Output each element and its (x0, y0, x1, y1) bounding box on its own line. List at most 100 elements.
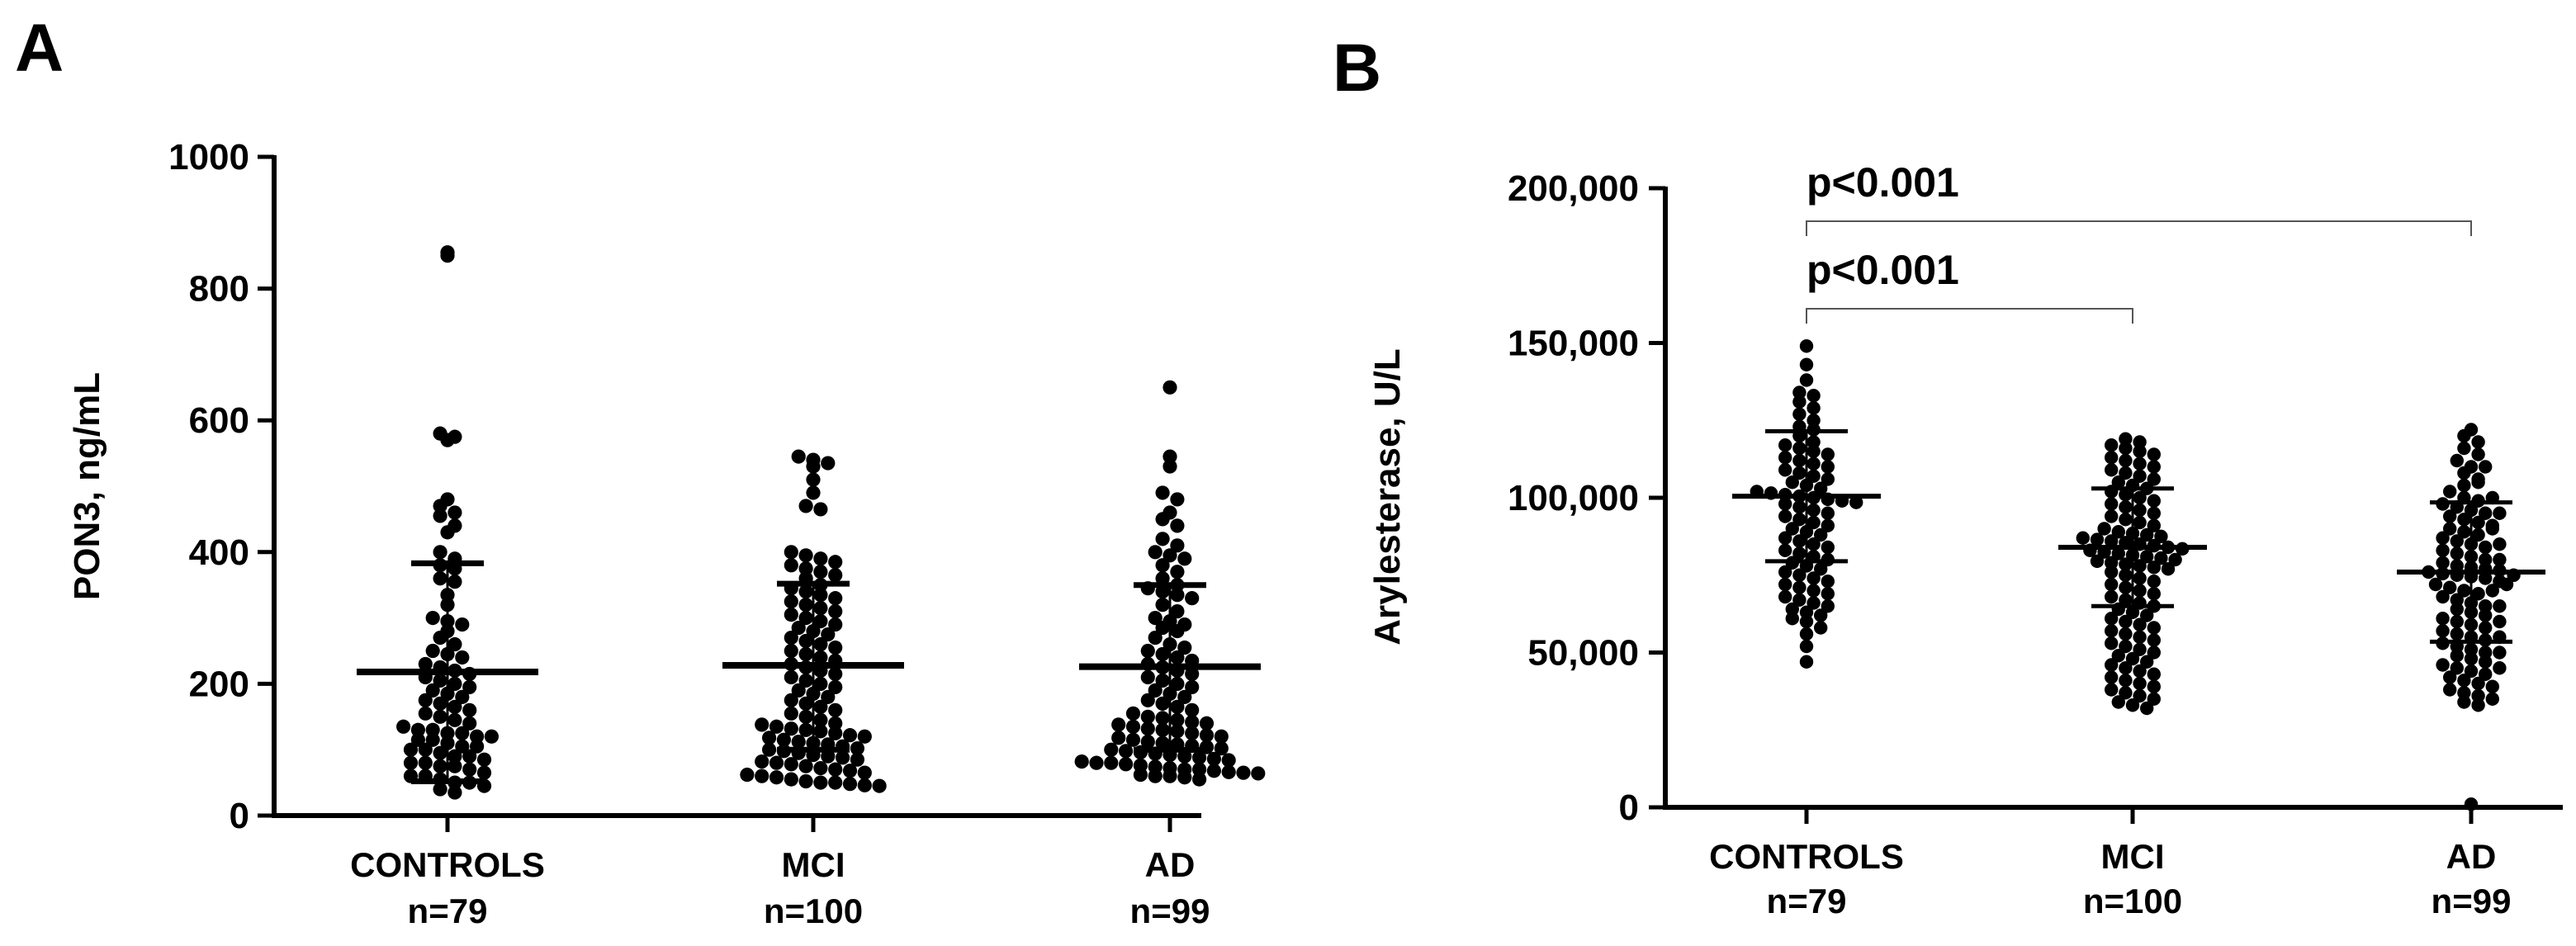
data-point (2147, 506, 2161, 520)
data-point (447, 505, 462, 520)
data-point (1155, 532, 1170, 546)
data-point (1785, 522, 1799, 536)
data-point (2147, 575, 2161, 589)
data-point (821, 627, 836, 642)
data-point (2119, 557, 2133, 571)
data-point (2105, 509, 2119, 523)
data-point (2471, 676, 2485, 691)
data-point (2428, 577, 2443, 592)
data-point (2457, 674, 2471, 688)
data-point (1170, 518, 1185, 533)
data-point (1792, 395, 1807, 409)
data-point (813, 551, 828, 566)
data-point (798, 709, 813, 724)
data-point (1192, 772, 1207, 787)
data-point (2105, 624, 2119, 638)
data-point (1170, 699, 1185, 714)
data-point (1140, 709, 1155, 724)
data-point (2471, 435, 2485, 449)
data-point (784, 558, 798, 573)
data-point (1170, 565, 1185, 579)
data-point (1799, 357, 1814, 371)
data-point (1125, 719, 1141, 734)
data-point (2479, 460, 2493, 474)
data-point (755, 754, 769, 769)
data-point (425, 611, 440, 626)
data-point (2457, 478, 2471, 493)
data-point (1799, 605, 1814, 619)
data-point (1792, 513, 1807, 527)
data-point (813, 724, 828, 739)
data-point (1807, 456, 1821, 471)
data-point (1807, 444, 1821, 458)
data-point (2457, 584, 2471, 598)
data-point (755, 769, 769, 783)
data-point (440, 433, 455, 447)
y-tick-label: 200 (189, 664, 249, 704)
data-point (1778, 543, 1792, 557)
data-point (1074, 754, 1089, 769)
x-n-label: n=99 (2432, 882, 2512, 920)
data-point (425, 732, 440, 747)
y-tick-label: 0 (1619, 788, 1639, 828)
data-point (1778, 565, 1792, 579)
data-point (821, 456, 836, 471)
data-point (813, 775, 828, 790)
data-point (769, 755, 784, 770)
data-point (1821, 447, 1835, 461)
data-point (2471, 527, 2485, 542)
data-point (813, 613, 828, 629)
data-point (1155, 722, 1170, 737)
data-point (1199, 728, 1215, 743)
data-point (2485, 522, 2499, 536)
data-point (476, 752, 492, 767)
data-point (418, 755, 433, 770)
data-point (2133, 469, 2147, 483)
data-point (1163, 459, 1177, 474)
data-point (1163, 449, 1177, 464)
data-point (1821, 540, 1835, 555)
data-point (1821, 506, 1835, 520)
data-point (462, 716, 477, 731)
data-point (2119, 488, 2133, 502)
data-point (2450, 453, 2464, 468)
x-category-label: AD (2446, 837, 2497, 876)
data-point (1814, 481, 1828, 495)
data-point (2479, 552, 2493, 567)
data-point (1807, 596, 1821, 610)
data-point (1170, 650, 1185, 665)
data-point (418, 656, 433, 672)
data-point (850, 752, 864, 767)
data-point (1799, 373, 1814, 387)
panel-a-label: A (15, 11, 64, 86)
data-point (2436, 556, 2450, 570)
data-point (2436, 624, 2450, 638)
data-point (1111, 731, 1126, 745)
data-point (1785, 475, 1799, 490)
data-point (1821, 587, 1835, 601)
y-tick-label: 100,000 (1508, 478, 1639, 518)
data-point (828, 555, 843, 570)
data-point (2076, 531, 2090, 545)
data-point (813, 636, 828, 652)
data-point (1799, 627, 1814, 641)
data-point (2471, 587, 2485, 601)
data-point (798, 759, 813, 773)
data-point (1792, 534, 1807, 548)
data-point (2105, 438, 2119, 452)
data-point (2479, 506, 2493, 520)
data-point (433, 696, 447, 711)
data-point (2147, 633, 2161, 647)
data-point (2464, 642, 2479, 656)
data-point (1140, 643, 1155, 659)
data-point (2493, 552, 2507, 567)
y-axis-title: Arylesterase, U/L (1367, 348, 1408, 646)
data-point (1185, 679, 1200, 694)
significance-bracket (1806, 220, 2472, 236)
data-point (842, 728, 858, 743)
data-point (1155, 620, 1170, 636)
data-point (2479, 608, 2493, 622)
data-point (2479, 655, 2493, 669)
data-point (433, 508, 447, 523)
